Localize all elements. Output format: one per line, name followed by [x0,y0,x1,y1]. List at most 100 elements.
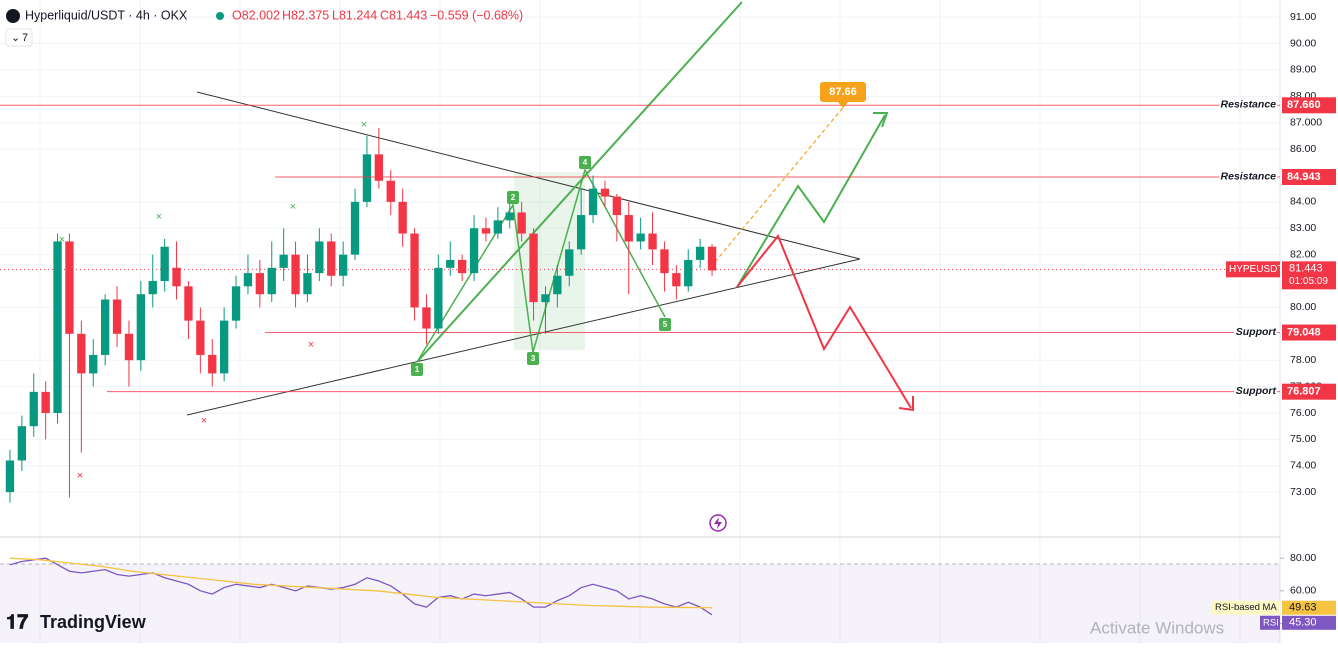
y-tick-label: 83.00 [1290,222,1316,234]
rsi-name-tag [1260,615,1280,630]
candle-body [89,354,98,374]
candle-body [172,267,181,287]
price-symbol: HYPEUSDT [1229,264,1283,275]
candle-body [434,267,443,329]
candle-body [672,273,681,287]
marker: × [308,339,314,351]
marker: × [201,415,207,427]
ohlc-open: O82.002 [232,8,280,22]
candle-body [707,246,717,271]
level-value: 87.660 [1287,99,1321,111]
event-bolt [714,517,722,529]
y-tick-label: 78.00 [1290,354,1316,366]
target-label: 87.66 [829,86,857,98]
level-name: Support [1236,385,1277,397]
candle-body [648,233,657,250]
brand-logo: 𝟏𝟕 [6,611,28,633]
candle-body [184,286,193,321]
wave-badge [411,363,423,376]
rsi-name: RSI [1263,617,1279,628]
wave-label: 3 [531,354,536,363]
candle-body [398,201,407,234]
pattern-box [514,172,585,350]
candle-body [148,281,157,295]
target-projection [714,103,847,263]
level-name: Resistance [1221,170,1277,182]
level-tag [1282,324,1336,341]
rsi-value-tag [1282,615,1336,630]
candle-body [327,241,336,276]
candle-body [553,275,562,295]
ma-name: RSI-based MA [1215,602,1277,613]
candle-body [660,249,669,274]
rsi-tick-label: 60.00 [1290,585,1316,597]
triangle-lower [186,258,861,416]
y-tick-label: 74.00 [1290,460,1316,472]
candle-body [374,154,384,181]
y-tick-label: 82.00 [1290,248,1316,260]
candle-body [231,286,241,321]
indicators-count: 7 [22,32,28,44]
rsi-band [0,564,1280,643]
bear-scenario [736,234,912,409]
status-dot [216,12,224,20]
candle-body [469,228,479,274]
wave-label: 1 [415,365,420,374]
marker: × [361,119,367,131]
level-tag [1282,168,1336,185]
indicators-chevron: ⌄ [11,32,20,44]
wave-label: 2 [511,193,516,202]
candle-body [446,259,455,268]
candle-body [505,212,514,221]
candle-body [29,391,38,427]
candle-body [695,246,705,260]
candle-body [255,273,265,295]
level-tag [1282,383,1336,400]
price-tag [1226,261,1280,278]
candle-body [612,196,622,216]
candle-body [588,188,598,216]
level-value: 79.048 [1287,326,1321,338]
target-tag [820,82,866,102]
watermark: Activate Windows [1090,618,1224,637]
candle-body [315,241,324,274]
candle-body [196,320,205,355]
candle-body [17,426,27,461]
price-box [1282,261,1336,290]
candle-body [517,212,526,234]
symbol[interactable]: Hyperliquid/USDT · 4h · OKX [25,8,188,22]
candle-body [338,254,348,276]
event-icon[interactable] [709,514,727,532]
ma-name-tag [1212,600,1280,615]
rsi-line [9,557,713,616]
y-tick-label: 84.00 [1290,196,1316,208]
ma-value-tag [1282,600,1336,615]
wave-badge [659,318,671,331]
triangle-upper [196,91,861,260]
price-value: 81.443 [1289,262,1323,274]
marks: × × × × × × × [59,119,367,482]
wave-label: 4 [583,158,588,167]
indicators-toggle[interactable] [5,28,33,47]
level-value: 76.807 [1287,386,1321,398]
candle-body [565,249,574,276]
candle-body [600,188,610,197]
candle-body [124,333,134,361]
marker: × [59,234,65,246]
candle-body [410,233,419,308]
ma-value: 49.63 [1289,602,1317,614]
candle-body [65,241,74,334]
brand[interactable]: TradingView [40,612,147,632]
level-tag [1282,97,1336,114]
y-tick-label: 89.00 [1290,64,1316,76]
candle-body [100,299,110,355]
candle-body [481,228,491,234]
bull-scenario [736,114,886,288]
y-tick-label: 75.00 [1290,433,1316,445]
ohlc-low: L81.244 [332,8,377,22]
level-name: Support [1236,326,1277,338]
y-tick-label: 73.00 [1290,486,1316,498]
level-value: 84.943 [1287,171,1321,183]
candle-body [267,267,276,295]
